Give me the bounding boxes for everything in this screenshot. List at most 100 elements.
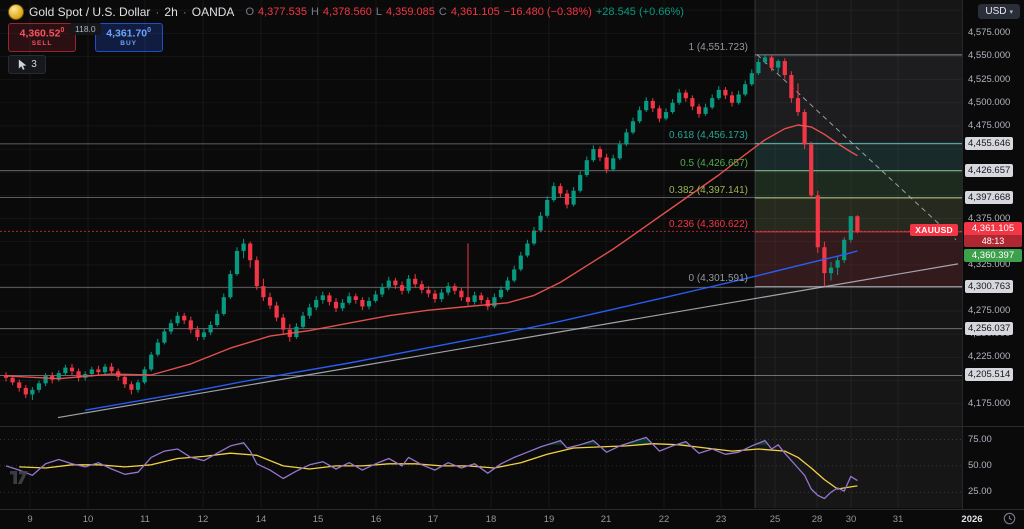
pane-divider[interactable] (0, 426, 1024, 427)
candle-body (380, 287, 385, 295)
candle-body (855, 216, 860, 232)
candle-body (505, 280, 510, 290)
candle-body (835, 260, 840, 268)
fib-zone (755, 231, 962, 287)
candle-body (248, 243, 253, 261)
legend-separator: · (182, 5, 187, 19)
gold-symbol-icon (8, 4, 24, 20)
candle-body (267, 297, 273, 306)
time-label: 22 (658, 514, 670, 525)
candle-body (413, 278, 418, 285)
candle-body (89, 369, 94, 375)
time-label: 31 (892, 514, 904, 525)
price-tick: 4,175.000 (968, 397, 1011, 409)
cursor-icon (19, 59, 27, 70)
price-tick: 4,525.000 (968, 73, 1011, 85)
candle-body (729, 95, 735, 103)
level-price-label: 4,455.646 (965, 136, 1014, 150)
currency-label: USD (985, 6, 1007, 17)
candle-body (545, 200, 550, 216)
candle-body (69, 367, 75, 372)
high-label: H (310, 6, 319, 18)
rsi-tick: 75.00 (968, 433, 992, 445)
candle-body (135, 382, 141, 390)
price-tick: 4,500.000 (968, 96, 1011, 108)
candle-body (109, 366, 114, 372)
tradingview-logo[interactable] (7, 470, 33, 485)
sell-button[interactable]: 4,360.520 SELL (8, 23, 76, 52)
candle-body (710, 98, 715, 108)
candle-body (162, 331, 167, 343)
fib-level-label: 0.236 (4,360.622) (669, 218, 748, 230)
time-label: 28 (811, 514, 823, 525)
candle-body (696, 106, 702, 114)
time-label: 10 (82, 514, 94, 525)
symbol-price-tag: XAUUSD (910, 224, 958, 237)
candle-body (591, 149, 596, 161)
symbol-legend-row[interactable]: Gold Spot / U.S. Dollar · 2h · OANDA O 4,… (8, 4, 684, 20)
close-label: C (438, 6, 447, 18)
candle-body (716, 89, 721, 99)
candle-body (736, 94, 741, 103)
candle-body (274, 305, 279, 318)
candle-body (175, 315, 180, 324)
last-price-value: 4,361.105 (971, 223, 1015, 235)
symbol-title[interactable]: Gold Spot / U.S. Dollar (29, 5, 151, 19)
ma-fast-line (5, 124, 858, 380)
ohlc-values: O 4,377.535 H 4,378.560 L 4,359.085 C 4,361.… (245, 6, 684, 18)
candle-body (149, 354, 154, 370)
time-label: 11 (140, 514, 150, 525)
time-label: 9 (27, 514, 33, 525)
level-price-label: 4,205.514 (965, 368, 1014, 382)
clock-icon[interactable] (1003, 512, 1016, 525)
candle-body (512, 269, 517, 281)
buy-button[interactable]: 4,361.700 BUY (94, 23, 163, 52)
candle-body (604, 157, 609, 170)
sell-price: 4,360.520 (19, 27, 65, 40)
candle-body (102, 366, 108, 373)
candle-body (261, 286, 266, 298)
candle-body (584, 160, 589, 175)
candle-body (578, 175, 583, 191)
candle-body (399, 285, 405, 291)
candle-body (347, 296, 352, 303)
candle-body (624, 132, 629, 145)
high-value: 4,378.560 (322, 6, 372, 18)
fib-zone (755, 54, 962, 144)
candle-body (43, 375, 48, 384)
ascending-trendline (57, 263, 959, 419)
candle-body (63, 367, 68, 374)
active-drawings-badge[interactable]: 3 (8, 55, 46, 74)
time-label: 16 (370, 514, 382, 525)
rsi-line (5, 436, 858, 500)
level-price-label: 4,300.763 (965, 280, 1014, 294)
time-label: 19 (543, 514, 555, 525)
price-axis[interactable]: 4,361.105 48:13 4,360.397 4,575.000 4,550… (962, 0, 1024, 509)
candle-body (703, 107, 708, 114)
low-value: 4,359.085 (385, 6, 435, 18)
candle-body (611, 158, 616, 170)
candle-body (637, 110, 642, 122)
level-price-label: 4,256.037 (965, 321, 1014, 335)
fib-level-label: 1 (4,551.723) (688, 41, 749, 53)
candle-body (254, 260, 259, 287)
price-tick: 4,325.000 (968, 258, 1011, 270)
close-value: 4,361.105 (450, 6, 500, 18)
candle-body (597, 149, 603, 158)
interval-label[interactable]: 2h (164, 5, 178, 19)
time-label: 15 (312, 514, 324, 525)
currency-button[interactable]: USD ▾ (978, 4, 1020, 19)
chart-plot-area[interactable] (0, 0, 962, 509)
time-label: 18 (485, 514, 497, 525)
candle-body (129, 384, 134, 390)
candle-body (426, 289, 431, 294)
candle-body (683, 92, 688, 99)
candle-body (479, 295, 484, 300)
level-price-label: 4,397.668 (965, 190, 1014, 204)
time-axis[interactable]: 9 10 11 12 14 15 16 17 18 19 21 22 23 25 28 30 31 2026 (0, 509, 1024, 529)
price-tick: 4,275.000 (968, 305, 1011, 317)
candle-body (353, 296, 358, 300)
exchange-label[interactable]: OANDA (191, 5, 235, 19)
candle-body (472, 295, 477, 302)
candle-body (142, 369, 147, 383)
